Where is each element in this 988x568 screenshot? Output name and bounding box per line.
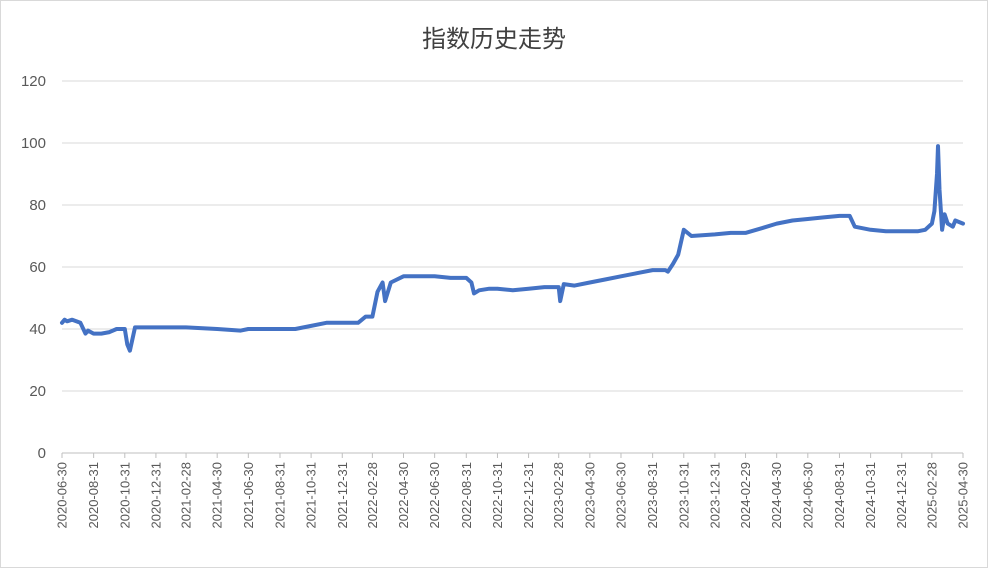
x-tick-label: 2025-02-28: [924, 462, 939, 529]
y-tick-label: 0: [38, 445, 46, 462]
x-tick-label: 2020-12-31: [148, 462, 163, 529]
y-tick-label: 40: [29, 321, 46, 338]
x-tick-label: 2021-10-31: [304, 462, 319, 529]
x-tick-label: 2024-04-30: [769, 462, 784, 529]
x-tick-label: 2022-06-30: [427, 462, 442, 529]
x-tick-label: 2020-08-31: [86, 462, 101, 529]
x-tick-label: 2024-08-31: [832, 462, 847, 529]
x-axis-ticks: 2020-06-30 2020-08-31 2020-10-31 2020-12-31…: [55, 453, 971, 529]
x-tick-label: 2024-12-31: [894, 462, 909, 529]
gridlines: [62, 80, 963, 392]
x-tick-label: 2024-02-29: [738, 462, 753, 529]
x-tick-label: 2025-04-30: [956, 462, 971, 529]
x-tick-label: 2020-10-31: [117, 462, 132, 529]
x-tick-label: 2022-12-31: [521, 462, 536, 529]
x-tick-label: 2021-06-30: [241, 462, 256, 529]
x-tick-label: 2021-12-31: [335, 462, 350, 529]
x-tick-label: 2022-08-31: [459, 462, 474, 529]
x-tick-label: 2023-12-31: [707, 462, 722, 529]
x-tick-label: 2023-06-30: [613, 462, 628, 529]
series-line: [60, 144, 965, 353]
x-tick-label: 2024-10-31: [863, 462, 878, 529]
x-tick-label: 2020-06-30: [55, 462, 70, 529]
x-tick-label: 2022-10-31: [490, 462, 505, 529]
x-tick-label: 2021-08-31: [272, 462, 287, 529]
y-tick-label: 60: [29, 259, 46, 276]
chart-title: 指数历史走势: [422, 25, 566, 53]
x-tick-label: 2024-06-30: [800, 462, 815, 529]
x-tick-label: 2023-10-31: [676, 462, 691, 529]
y-tick-label: 20: [29, 383, 46, 400]
x-tick-label: 2022-04-30: [396, 462, 411, 529]
x-tick-label: 2023-04-30: [582, 462, 597, 529]
x-tick-label: 2021-02-28: [179, 462, 194, 529]
y-tick-label: 100: [21, 135, 46, 152]
y-axis-ticks: 0 20 40 60 80 100 120: [21, 73, 46, 462]
x-tick-label: 2022-02-28: [365, 462, 380, 529]
x-tick-label: 2023-02-28: [551, 462, 566, 529]
x-tick-label: 2021-04-30: [210, 462, 225, 529]
y-tick-label: 80: [29, 197, 46, 214]
y-tick-label: 120: [21, 73, 46, 90]
x-tick-label: 2023-08-31: [645, 462, 660, 529]
